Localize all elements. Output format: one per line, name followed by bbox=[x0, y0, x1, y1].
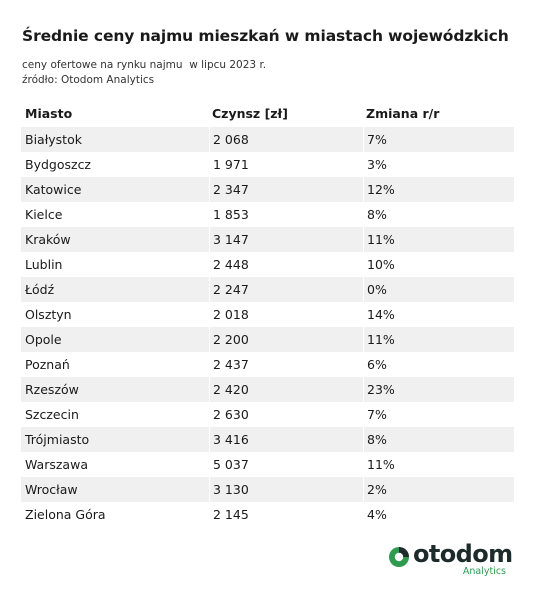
rent-cell: 2 630 bbox=[209, 402, 363, 427]
rent-cell: 2 145 bbox=[209, 502, 363, 527]
change-cell: 8% bbox=[363, 427, 517, 452]
table-row: Łódź 2 247 0% bbox=[21, 277, 514, 302]
city-cell: Szczecin bbox=[25, 407, 79, 422]
city-cell: Rzeszów bbox=[25, 382, 79, 397]
city-cell: Wrocław bbox=[25, 482, 78, 497]
otodom-logo-word: otodom bbox=[413, 540, 513, 568]
city-cell: Lublin bbox=[25, 257, 63, 272]
table-row: Białystok 2 068 7% bbox=[21, 127, 514, 152]
city-cell: Białystok bbox=[25, 132, 82, 147]
city-cell: Kielce bbox=[25, 207, 63, 222]
change-cell: 7% bbox=[363, 127, 517, 152]
city-cell: Łódź bbox=[25, 282, 55, 297]
city-cell: Trójmiasto bbox=[25, 432, 90, 447]
table-row: Trójmiasto 3 416 8% bbox=[21, 427, 514, 452]
change-cell: 11% bbox=[363, 327, 517, 352]
change-cell: 3% bbox=[363, 152, 517, 177]
table-row: Bydgoszcz 1 971 3% bbox=[21, 152, 514, 177]
table-row: Opole 2 200 11% bbox=[21, 327, 514, 352]
table-row: Poznań 2 437 6% bbox=[21, 352, 514, 377]
rent-cell: 3 416 bbox=[209, 427, 363, 452]
otodom-logo-icon bbox=[389, 547, 409, 567]
city-cell: Olsztyn bbox=[25, 307, 72, 322]
rent-table: Miasto Czynsz [zł] Zmiana r/r Białystok 2… bbox=[21, 101, 514, 527]
header-change: Zmiana r/r bbox=[366, 106, 440, 121]
rent-cell: 2 068 bbox=[209, 127, 363, 152]
change-cell: 7% bbox=[363, 402, 517, 427]
table-row: Kraków 3 147 11% bbox=[21, 227, 514, 252]
rent-cell: 5 037 bbox=[209, 452, 363, 477]
table-row: Olsztyn 2 018 14% bbox=[21, 302, 514, 327]
rent-cell: 2 018 bbox=[209, 302, 363, 327]
rent-cell: 3 130 bbox=[209, 477, 363, 502]
change-cell: 23% bbox=[363, 377, 517, 402]
city-cell: Warszawa bbox=[25, 457, 88, 472]
change-cell: 11% bbox=[363, 227, 517, 252]
change-cell: 12% bbox=[363, 177, 517, 202]
city-cell: Bydgoszcz bbox=[25, 157, 91, 172]
change-cell: 14% bbox=[363, 302, 517, 327]
change-cell: 10% bbox=[363, 252, 517, 277]
header-rent: Czynsz [zł] bbox=[212, 106, 288, 121]
table-header-row: Miasto Czynsz [zł] Zmiana r/r bbox=[21, 101, 514, 127]
rent-cell: 1 971 bbox=[209, 152, 363, 177]
city-cell: Opole bbox=[25, 332, 62, 347]
table-row: Katowice 2 347 12% bbox=[21, 177, 514, 202]
change-cell: 11% bbox=[363, 452, 517, 477]
rent-cell: 2 347 bbox=[209, 177, 363, 202]
table-row: Warszawa 5 037 11% bbox=[21, 452, 514, 477]
city-cell: Poznań bbox=[25, 357, 70, 372]
chart-title: Średnie ceny najmu mieszkań w miastach w… bbox=[22, 27, 509, 45]
change-cell: 4% bbox=[363, 502, 517, 527]
rent-cell: 2 200 bbox=[209, 327, 363, 352]
city-cell: Katowice bbox=[25, 182, 82, 197]
table-row: Szczecin 2 630 7% bbox=[21, 402, 514, 427]
chart-subtitle: ceny ofertowe na rynku najmu w lipcu 202… bbox=[22, 59, 267, 71]
table-row: Wrocław 3 130 2% bbox=[21, 477, 514, 502]
table-row: Zielona Góra 2 145 4% bbox=[21, 502, 514, 527]
rent-cell: 1 853 bbox=[209, 202, 363, 227]
table-row: Kielce 1 853 8% bbox=[21, 202, 514, 227]
city-cell: Kraków bbox=[25, 232, 71, 247]
table-row: Lublin 2 448 10% bbox=[21, 252, 514, 277]
rent-cell: 2 247 bbox=[209, 277, 363, 302]
rent-cell: 3 147 bbox=[209, 227, 363, 252]
chart-source: źródło: Otodom Analytics bbox=[22, 74, 155, 86]
header-city: Miasto bbox=[25, 106, 73, 121]
table-row: Rzeszów 2 420 23% bbox=[21, 377, 514, 402]
otodom-logo-sub: Analytics bbox=[462, 566, 506, 577]
rent-cell: 2 437 bbox=[209, 352, 363, 377]
rent-cell: 2 448 bbox=[209, 252, 363, 277]
change-cell: 8% bbox=[363, 202, 517, 227]
city-cell: Zielona Góra bbox=[25, 507, 106, 522]
change-cell: 0% bbox=[363, 277, 517, 302]
change-cell: 6% bbox=[363, 352, 517, 377]
otodom-logo: otodom Analytics bbox=[388, 540, 518, 579]
rent-cell: 2 420 bbox=[209, 377, 363, 402]
change-cell: 2% bbox=[363, 477, 517, 502]
